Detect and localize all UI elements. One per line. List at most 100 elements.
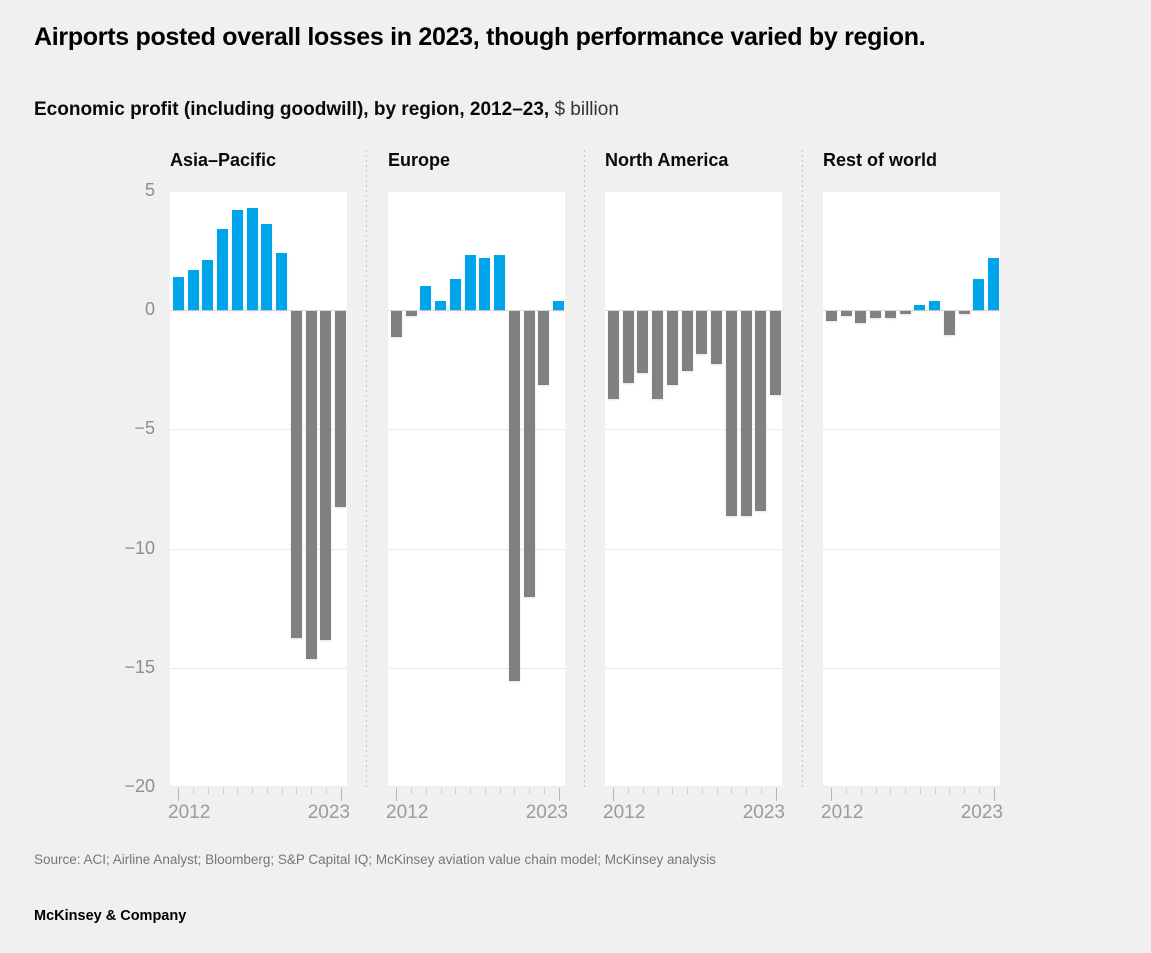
x-tick (252, 788, 254, 794)
bar-2020 (943, 311, 955, 336)
bar-2018 (479, 257, 491, 311)
x-tick (642, 788, 644, 794)
x-axis-label-start: 2012 (168, 802, 211, 823)
gridline (605, 548, 782, 550)
bar-2016 (231, 210, 243, 311)
bar-2012 (172, 276, 184, 311)
bar-2015 (217, 229, 229, 311)
bar-2012 (825, 311, 837, 321)
x-tick (237, 788, 239, 794)
x-tick (266, 788, 268, 794)
x-tick (340, 788, 342, 801)
gridline (170, 191, 347, 192)
x-axis-label-end: 2023 (960, 802, 1003, 823)
bar-2013 (840, 311, 852, 316)
bar-2023 (335, 311, 347, 507)
subtitle-unit: $ billion (554, 99, 619, 120)
gridline (823, 191, 1000, 192)
gridline (170, 667, 347, 669)
x-tick (470, 788, 472, 794)
x-tick (281, 788, 283, 794)
bar-2016 (666, 311, 678, 386)
bar-2017 (681, 311, 693, 371)
y-tick-label: 0 (144, 299, 155, 320)
bar-2022 (755, 311, 767, 512)
x-tick (529, 788, 531, 794)
bar-2022 (320, 311, 332, 641)
subtitle-bold: Economic profit (including goodwill), by… (34, 99, 550, 120)
x-tick (178, 788, 180, 801)
gridline (823, 548, 1000, 550)
gridline (823, 429, 1000, 431)
x-axis-label-start: 2012 (821, 802, 864, 823)
bar-2017 (464, 255, 476, 311)
x-tick (193, 788, 195, 794)
zero-line (388, 310, 565, 312)
bar-2014 (855, 311, 867, 324)
gridline (170, 548, 347, 550)
x-tick (484, 788, 486, 794)
x-tick (325, 788, 327, 794)
bar-2012 (607, 311, 619, 400)
x-axis: 2012 2023 (603, 787, 785, 829)
panel-rest-of-world: Rest of world 2012 2023 (821, 150, 1003, 830)
x-axis-label-end: 2023 (307, 802, 350, 823)
x-tick (425, 788, 427, 794)
x-tick (949, 788, 951, 794)
x-axis-label-start: 2012 (386, 802, 429, 823)
bar-2021 (305, 311, 317, 660)
x-axis: 2012 2023 (168, 787, 350, 829)
panel-title: Rest of world (823, 150, 938, 170)
x-tick (746, 788, 748, 794)
bar-2019 (276, 252, 288, 311)
gridline (605, 786, 782, 787)
y-tick-label: −5 (134, 418, 155, 439)
bar-2018 (261, 224, 273, 311)
panel-separator (366, 150, 367, 788)
x-tick (875, 788, 877, 794)
gridline (605, 667, 782, 669)
plot-area (170, 191, 347, 787)
panel-title: Europe (388, 150, 451, 170)
bar-2020 (508, 311, 520, 681)
x-tick (543, 788, 545, 794)
bar-2013 (405, 311, 417, 316)
gridline (605, 191, 782, 192)
x-tick (440, 788, 442, 794)
bar-2014 (637, 311, 649, 374)
x-tick (657, 788, 659, 794)
x-tick (411, 788, 413, 794)
gridline (170, 786, 347, 787)
chart-title: Airports posted overall losses in 2023, … (34, 23, 926, 51)
x-tick (311, 788, 313, 794)
bar-2014 (202, 260, 214, 311)
x-tick (628, 788, 630, 794)
y-tick-label: −20 (124, 776, 155, 797)
x-tick (890, 788, 892, 794)
x-tick (396, 788, 398, 801)
x-axis: 2012 2023 (821, 787, 1003, 829)
panel-north-america: North America 2012 2023 (603, 150, 785, 830)
bar-2018 (696, 311, 708, 355)
x-tick (831, 788, 833, 801)
x-tick (775, 788, 777, 801)
gridline (388, 191, 565, 192)
x-tick (558, 788, 560, 801)
gridline (388, 429, 565, 431)
bar-2019 (494, 255, 506, 311)
x-axis-label-end: 2023 (525, 802, 568, 823)
bar-2012 (390, 311, 402, 338)
x-tick (716, 788, 718, 794)
gridline (388, 548, 565, 550)
bar-2023 (770, 311, 782, 395)
bar-2021 (958, 311, 970, 314)
bar-2020 (290, 311, 302, 638)
plot-area (605, 191, 782, 787)
gridline (388, 786, 565, 787)
bar-2016 (884, 311, 896, 319)
x-tick (846, 788, 848, 794)
zero-line (823, 310, 1000, 312)
x-tick (978, 788, 980, 794)
panel-title: Asia–Pacific (170, 150, 277, 170)
